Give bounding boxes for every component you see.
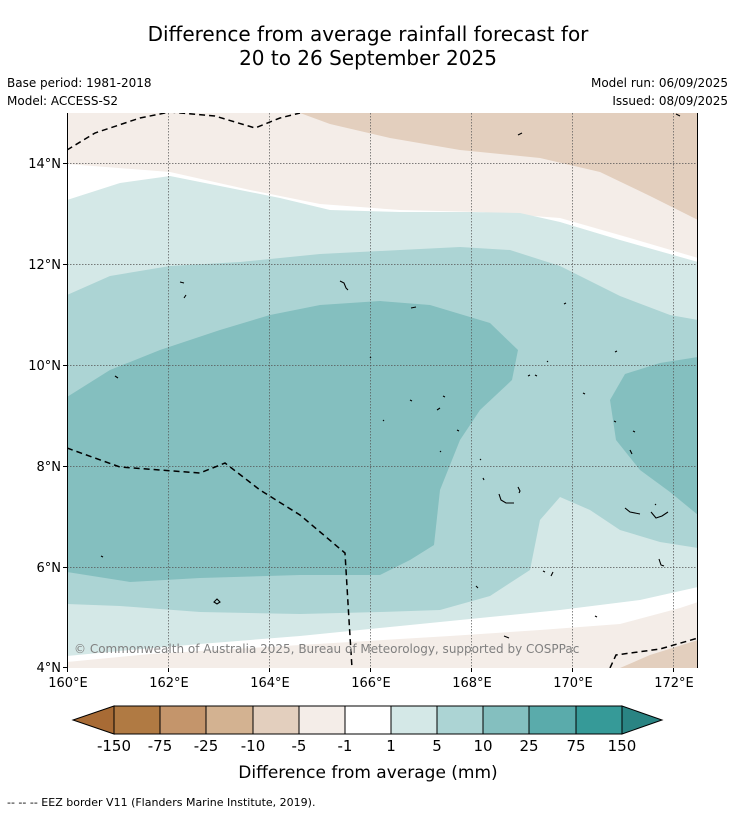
- chart-title: Difference from average rainfall forecas…: [0, 22, 736, 70]
- eez-legend-note: -- -- -- EEZ border V11 (Flanders Marine…: [7, 796, 316, 809]
- title-line-1: Difference from average rainfall forecas…: [147, 22, 589, 46]
- contour-brown-light-south: [67, 602, 698, 668]
- colorbar-bin-5: [298, 705, 346, 735]
- colorbar-tick-3: -25: [194, 737, 219, 755]
- colorbar-tick-12: 150: [608, 737, 637, 755]
- colorbar-bin-6: [344, 705, 392, 735]
- colorbar-bin-2: [159, 705, 207, 735]
- colorbar-tick-labels: -150 -75 -25 -10 -5 -1 1 5 10 25 75 150: [97, 737, 636, 755]
- colorbar-arrow-high: [621, 705, 664, 735]
- lat-tick-14: 14°N: [28, 157, 61, 172]
- colorbar-tick-7: 1: [386, 737, 396, 755]
- lon-tick-labels: 160°E 162°E 164°E 166°E 168°E 170°E 172°…: [48, 676, 694, 691]
- lon-tick-170: 170°E: [553, 676, 593, 691]
- lon-tick-160: 160°E: [48, 676, 88, 691]
- contour-brown-mid-north: [300, 113, 698, 220]
- colorbar-bin-7: [390, 705, 438, 735]
- lon-tick-166: 166°E: [351, 676, 391, 691]
- colorbar: [71, 705, 664, 735]
- contour-brown-mid-south: [620, 640, 698, 668]
- contour-teal-mid-east: [610, 357, 698, 515]
- eez-borders: [67, 113, 698, 668]
- islands: [100, 113, 681, 639]
- colorbar-tick-2: -75: [148, 737, 173, 755]
- colorbar-tick-4: -10: [241, 737, 266, 755]
- lat-tick-12: 12°N: [28, 258, 61, 273]
- lat-tick-6: 6°N: [37, 561, 62, 576]
- colorbar-tick-1: -150: [97, 737, 131, 755]
- colorbar-bin-10: [528, 705, 577, 735]
- colorbar-label: Difference from average (mm): [238, 763, 497, 783]
- contour-teal-mid-west: [67, 301, 518, 582]
- model-name: Model: ACCESS-S2: [7, 94, 119, 108]
- lat-tick-labels: 14°N 12°N 10°N 8°N 6°N 4°N: [28, 157, 61, 676]
- colorbar-bin-11: [575, 705, 623, 735]
- meta-right: Model run: 06/09/2025 Issued: 08/09/2025: [591, 74, 728, 110]
- map-frame: [63, 113, 698, 672]
- lon-tick-168: 168°E: [452, 676, 492, 691]
- lon-tick-164: 164°E: [250, 676, 290, 691]
- colorbar-bin-4: [252, 705, 300, 735]
- lat-tick-4: 4°N: [37, 661, 62, 676]
- colorbar-bin-8: [436, 705, 484, 735]
- colorbar-tick-5: -5: [292, 737, 307, 755]
- lon-tick-162: 162°E: [149, 676, 189, 691]
- rainfall-contour-map: © Commonwealth of Australia 2025, Bureau…: [67, 113, 698, 668]
- colorbar-arrow-low: [71, 705, 115, 735]
- base-period: Base period: 1981-2018: [7, 76, 152, 90]
- gridlines: [67, 113, 698, 668]
- colorbar-tick-11: 75: [566, 737, 585, 755]
- colorbar-tick-10: 25: [519, 737, 538, 755]
- colorbar-bin-3: [205, 705, 254, 735]
- model-run: Model run: 06/09/2025: [590, 76, 728, 90]
- colorbar-tick-8: 5: [432, 737, 442, 755]
- colorbar-tick-6: -1: [338, 737, 353, 755]
- meta-left: Base period: 1981-2018 Model: ACCESS-S2: [7, 74, 152, 110]
- colorbar-bin-1: [113, 705, 161, 735]
- issued-date: Issued: 08/09/2025: [612, 94, 728, 108]
- lat-tick-10: 10°N: [28, 359, 61, 374]
- colorbar-bin-9: [482, 705, 530, 735]
- lon-tick-172: 172°E: [654, 676, 694, 691]
- lat-tick-8: 8°N: [37, 460, 62, 475]
- colorbar-tick-9: 10: [473, 737, 492, 755]
- copyright-notice: © Commonwealth of Australia 2025, Bureau…: [74, 642, 579, 656]
- title-line-2: 20 to 26 September 2025: [239, 46, 497, 70]
